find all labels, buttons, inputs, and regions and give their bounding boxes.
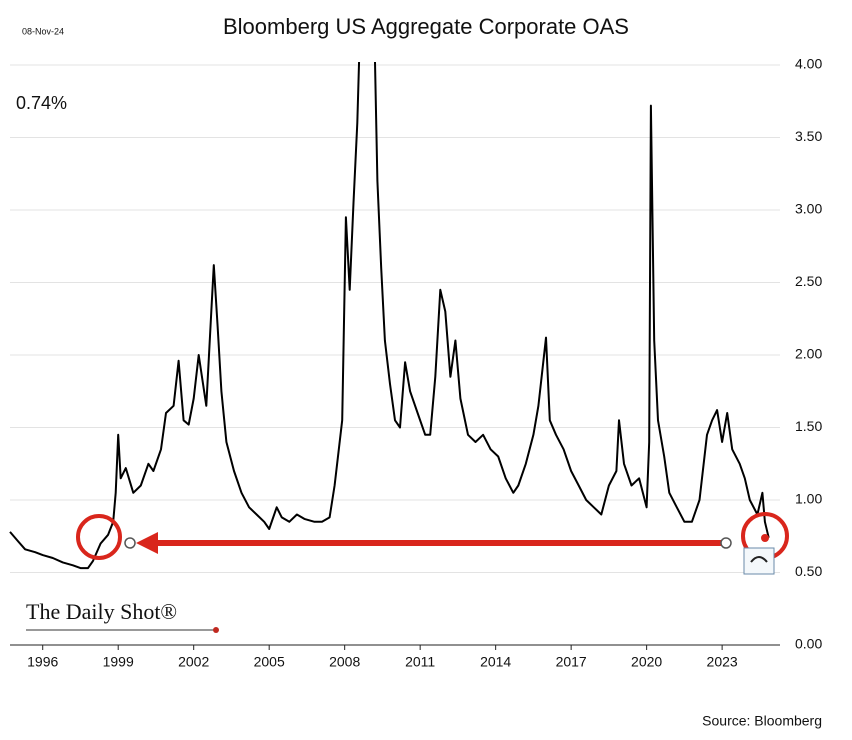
x-tick-label: 2014 [480, 654, 511, 670]
y-tick-label: 3.50 [795, 128, 822, 144]
arrow-end [720, 537, 732, 549]
x-tick-label: 1996 [27, 654, 58, 670]
icon [743, 547, 775, 575]
y-tick-label: 1.50 [795, 418, 822, 434]
y-tick-label: 4.00 [795, 56, 822, 72]
source: Source: Bloomberg [702, 713, 822, 729]
x-tick-label: 2017 [556, 654, 587, 670]
chart-title: Bloomberg US Aggregate Corporate OAS [223, 14, 629, 39]
watermark-dot [213, 627, 219, 633]
icon-glyph [750, 556, 768, 563]
highlight-circle [76, 514, 122, 560]
watermark: The Daily Shot® [26, 599, 177, 624]
y-tick-label: 2.00 [795, 346, 822, 362]
x-tick-label: 2002 [178, 654, 209, 670]
arrow-start [124, 537, 136, 549]
x-tick-label: 2023 [707, 654, 738, 670]
data-line [9, 62, 770, 570]
y-tick-label: 2.50 [795, 273, 822, 289]
arrow-annotation [76, 512, 789, 575]
x-tick-label: 2011 [405, 654, 435, 670]
y-tick-label: 1.00 [795, 491, 822, 507]
date-label: 08-Nov-24 [22, 26, 64, 36]
y-tick-label: 0.50 [795, 563, 822, 579]
annotation: 0.74% [16, 93, 67, 113]
x-tick-label: 2008 [329, 654, 360, 670]
x-tick-label: 2005 [254, 654, 285, 670]
y-tick-label: 3.00 [795, 201, 822, 217]
end-dot [761, 534, 769, 542]
arrow-head [136, 532, 158, 554]
x-tick-label: 2020 [631, 654, 662, 670]
x-tick-label: 1999 [103, 654, 134, 670]
y-tick-label: 0.00 [795, 636, 822, 652]
